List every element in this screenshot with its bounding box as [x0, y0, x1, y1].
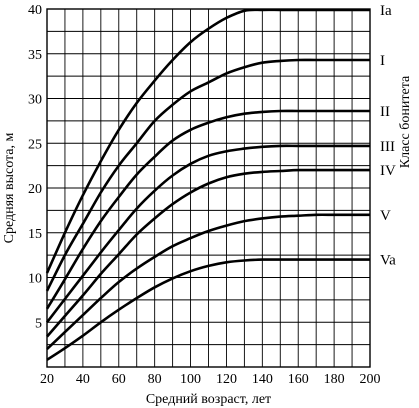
y-tick-label: 10	[28, 272, 42, 287]
series-label-II: II	[380, 104, 390, 120]
x-tick-label: 180	[324, 372, 345, 387]
x-tick-label: 80	[148, 372, 162, 387]
series-label-IV: IV	[380, 163, 396, 179]
grid	[47, 9, 370, 367]
right-axis-title: Класс бонитета	[398, 75, 413, 168]
y-tick-label: 5	[35, 316, 42, 331]
x-tick-label: 20	[40, 372, 54, 387]
series-curves	[45, 8, 370, 361]
series-label-Ia: Ia	[380, 3, 392, 19]
series-line-V	[46, 213, 370, 351]
x-tick-label: 160	[288, 372, 309, 387]
x-tick-label: 200	[360, 372, 381, 387]
series-label-V: V	[380, 208, 391, 224]
y-axis-title: Средняя высота, м	[2, 132, 17, 243]
series-line-Ia	[45, 8, 370, 274]
x-tick-label: 40	[76, 372, 90, 387]
series-line-II	[45, 109, 370, 310]
x-tick-label: 60	[112, 372, 126, 387]
x-tick-labels: 20 40 60 80 100 120 140 160 180 200	[40, 372, 381, 387]
x-tick-label: 100	[180, 372, 201, 387]
series-line-III	[45, 144, 370, 324]
x-tick-label: 140	[252, 372, 273, 387]
series-label-III: III	[380, 139, 395, 155]
series-label-I: I	[380, 53, 385, 69]
y-tick-label: 40	[28, 3, 42, 18]
x-axis-title: Средний возраст, лет	[146, 392, 271, 407]
series-line-I	[45, 58, 370, 292]
x-tick-label: 120	[216, 372, 237, 387]
y-tick-label: 20	[28, 182, 42, 197]
series-line-Va	[46, 258, 370, 361]
y-tick-label: 25	[28, 137, 42, 152]
series-label-Va: Va	[380, 253, 396, 269]
y-tick-labels: 5 10 15 20 25 30 35 40	[28, 3, 42, 331]
y-tick-label: 30	[28, 93, 42, 108]
y-tick-label: 15	[28, 227, 42, 242]
series-line-IV	[46, 168, 370, 338]
plot-frame	[46, 8, 371, 368]
y-tick-label: 35	[28, 48, 42, 63]
